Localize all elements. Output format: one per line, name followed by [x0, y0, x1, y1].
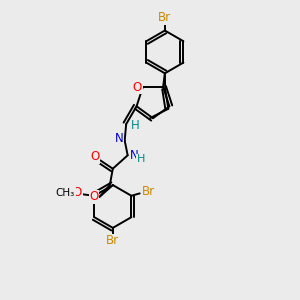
Text: O: O — [90, 150, 100, 163]
Text: CH₃: CH₃ — [56, 188, 75, 198]
Text: H: H — [137, 154, 145, 164]
Text: N: N — [115, 133, 124, 146]
Text: Br: Br — [142, 185, 154, 198]
Text: Br: Br — [106, 234, 119, 247]
Text: O: O — [89, 190, 99, 203]
Text: Br: Br — [158, 11, 171, 24]
Text: O: O — [73, 186, 82, 199]
Text: H: H — [131, 119, 140, 132]
Text: O: O — [133, 80, 142, 94]
Text: N: N — [130, 149, 139, 162]
